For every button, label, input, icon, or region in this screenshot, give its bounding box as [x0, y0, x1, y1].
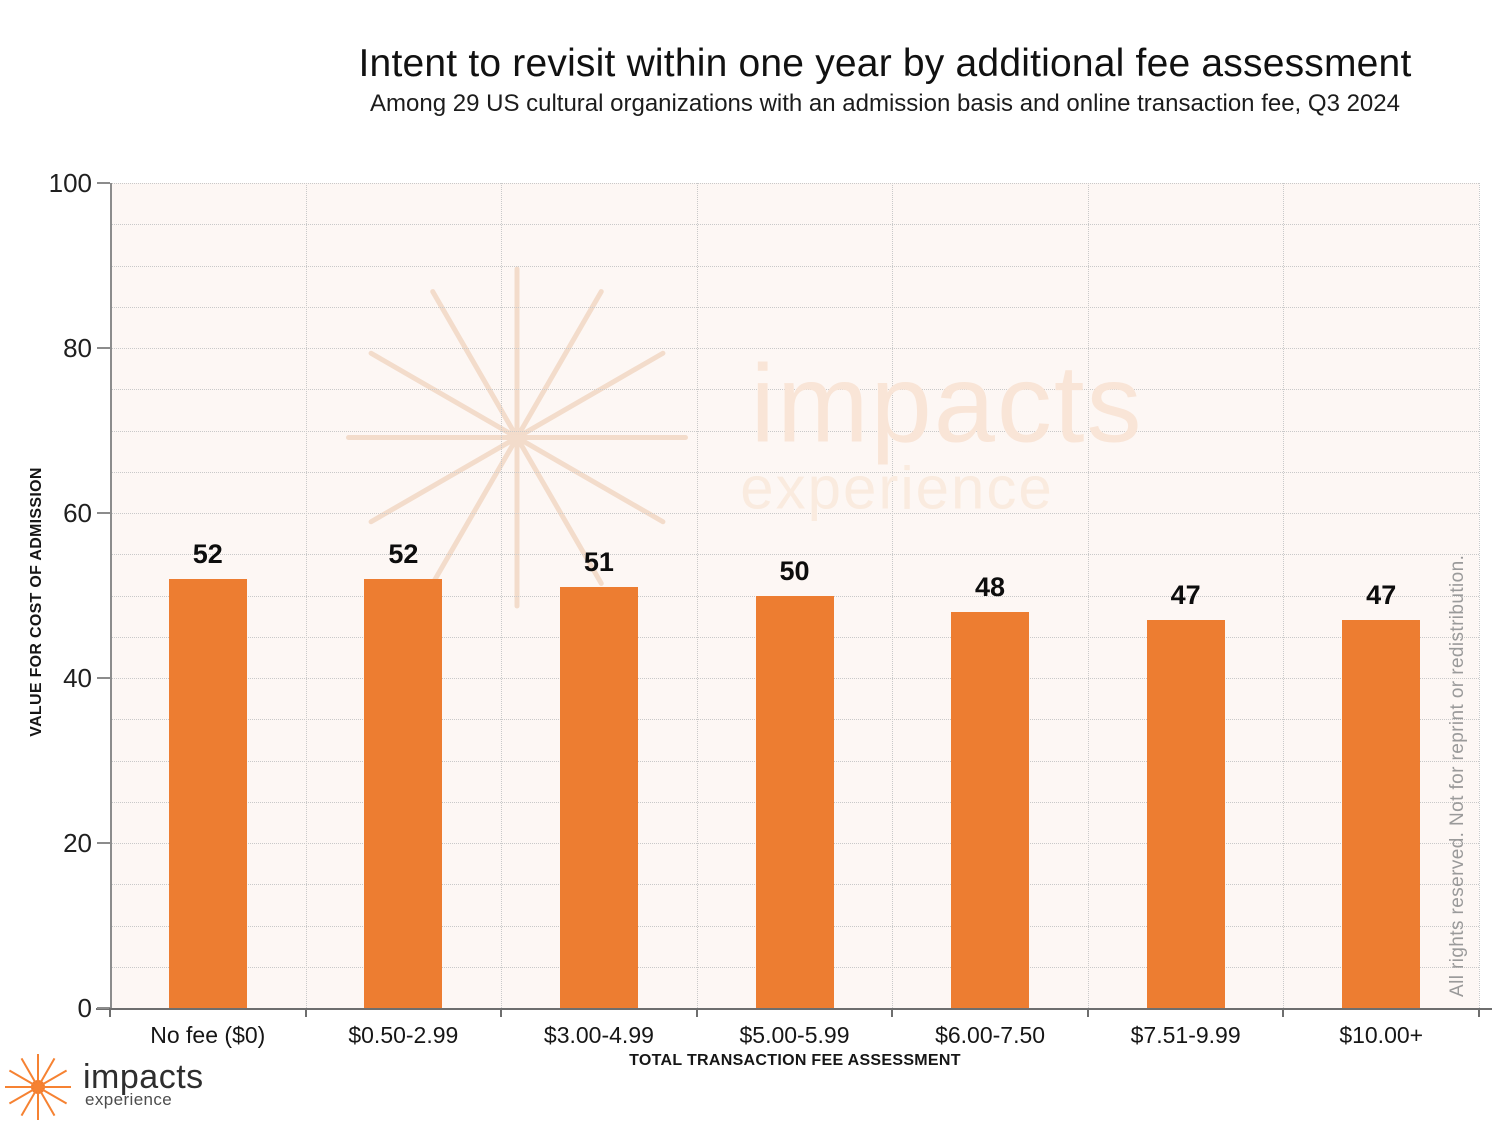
- y-tick-label: 20: [63, 828, 92, 858]
- chart-title: Intent to revisit within one year by add…: [358, 42, 1412, 85]
- category-gridline: [1087, 183, 1089, 1008]
- x-axis-tick: [109, 1008, 111, 1017]
- minor-gridline: [110, 224, 1479, 226]
- x-category-label: $7.51-9.99: [1130, 1022, 1241, 1048]
- minor-gridline: [110, 183, 1479, 184]
- bar-value-label: 47: [1170, 580, 1201, 611]
- x-axis-tick: [1086, 1008, 1089, 1017]
- y-axis-tick: [97, 347, 110, 349]
- bar: [951, 612, 1030, 1008]
- bar-value-label: 50: [779, 555, 810, 586]
- y-axis-tick: [97, 677, 110, 679]
- x-category-label: $6.00-7.50: [935, 1022, 1046, 1048]
- rights-notice: All rights reserved. Not for reprint or …: [1447, 554, 1468, 997]
- category-gridline: [1283, 183, 1285, 1008]
- x-axis-tick: [304, 1008, 307, 1017]
- bar: [755, 595, 834, 1008]
- chart-subtitle: Among 29 US cultural organizations with …: [370, 90, 1400, 117]
- watermark-sub-text: experience: [740, 454, 1054, 522]
- y-axis-tick: [97, 842, 110, 844]
- bar: [1342, 620, 1421, 1008]
- y-tick-label: 100: [48, 168, 92, 198]
- category-gridline: [501, 183, 503, 1008]
- x-category-label: $5.00-5.99: [739, 1022, 850, 1048]
- y-axis-tick: [97, 512, 110, 514]
- minor-gridline: [110, 306, 1479, 308]
- bar-value-label: 52: [388, 539, 419, 569]
- minor-gridline: [110, 430, 1479, 432]
- bar: [364, 579, 443, 1008]
- x-category-label: $0.50-2.99: [348, 1022, 459, 1048]
- minor-gridline: [110, 471, 1479, 473]
- x-category-label: $3.00-4.99: [543, 1022, 654, 1048]
- bar-value-label: 51: [583, 547, 614, 578]
- y-axis-tick: [97, 182, 110, 184]
- category-gridline: [696, 183, 698, 1008]
- category-gridline: [305, 183, 307, 1008]
- x-category-label: No fee ($0): [150, 1022, 266, 1048]
- y-axis-tick: [97, 1007, 110, 1009]
- x-axis-tick: [695, 1008, 698, 1017]
- minor-gridline: [110, 513, 1479, 514]
- x-axis-tick: [1282, 1008, 1285, 1017]
- minor-gridline: [110, 389, 1479, 391]
- x-axis-tick: [500, 1008, 503, 1017]
- x-axis-line: [96, 1008, 1492, 1010]
- x-category-label: $10.00+: [1339, 1022, 1424, 1048]
- y-tick-label: 0: [77, 993, 92, 1023]
- minor-gridline: [110, 348, 1479, 349]
- category-gridline: [892, 183, 894, 1008]
- y-tick-label: 80: [63, 333, 92, 363]
- x-axis-tick: [1478, 1008, 1480, 1017]
- minor-gridline: [110, 554, 1479, 556]
- bar-value-label: 48: [975, 572, 1006, 602]
- footer-logo-brand: impacts: [83, 1058, 204, 1096]
- x-axis-tick: [891, 1008, 894, 1017]
- category-gridline: [1479, 183, 1480, 1008]
- bar-value-label: 52: [192, 539, 223, 569]
- bar: [1146, 620, 1225, 1008]
- y-axis-line: [110, 183, 112, 1009]
- y-tick-label: 40: [63, 663, 92, 693]
- footer-logo-sub: experience: [85, 1090, 173, 1109]
- bar: [559, 587, 638, 1008]
- x-axis-title: TOTAL TRANSACTION FEE ASSESSMENT: [629, 1052, 961, 1069]
- y-tick-label: 60: [63, 498, 92, 528]
- bar: [168, 579, 247, 1008]
- minor-gridline: [110, 265, 1479, 267]
- watermark-brand-text: impacts: [750, 342, 1144, 466]
- bar-value-label: 47: [1366, 580, 1397, 611]
